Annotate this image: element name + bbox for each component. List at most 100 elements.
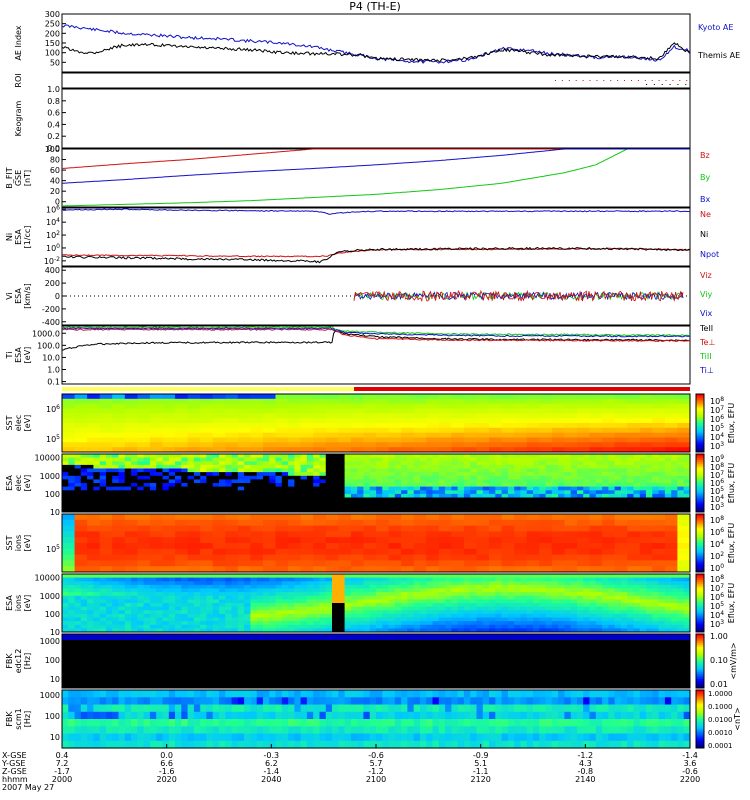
esa-e-heatmap-cell [558, 504, 565, 509]
sst-i-heatmap-cell [388, 548, 402, 556]
fbk-b-heatmap-cell [118, 690, 126, 698]
esa-i-heatmap-cell [87, 606, 94, 611]
esa-e-heatmap-cell [294, 479, 302, 484]
sst-e-heatmap-cell [288, 442, 302, 448]
esa-e-heatmap-cell [445, 479, 452, 484]
esa-i-heatmap-cell [526, 595, 534, 600]
sst-e-heatmap-cell [577, 418, 591, 424]
fbk-b-heatmap-cell [187, 726, 195, 735]
esa-e-heatmap-cell [162, 501, 170, 506]
sst-e-heatmap-cell [187, 437, 201, 443]
esa-e-heatmap-cell [583, 461, 590, 466]
sst-i-heatmap-cell [124, 548, 138, 556]
fbk-b-heatmap-cell [112, 704, 119, 713]
esa-e-heatmap-cell [570, 479, 578, 484]
esa-i-heatmap-cell [357, 628, 364, 633]
esa-i-heatmap-cell [344, 628, 352, 633]
esa-e-heatmap-cell [564, 493, 572, 498]
esa-i-heatmap-cell [463, 584, 471, 589]
esa-i-heatmap-cell [470, 584, 477, 589]
fbk-b-heatmap-cell [187, 690, 195, 698]
fbk-b-heatmap-cell [80, 697, 88, 706]
esa-e-heatmap-cell [80, 457, 88, 462]
sst-e-heatmap-cell [401, 437, 415, 443]
esa-e-heatmap-cell [633, 457, 641, 462]
esa-e-heatmap-cell [413, 475, 421, 480]
esa-i-heatmap-cell [369, 628, 377, 633]
esa-i-heatmap-cell [551, 621, 559, 626]
sst-e-heatmap-cell [639, 447, 653, 453]
esa-i-heatmap-cell [338, 624, 346, 629]
esa-e-heatmap-cell [432, 461, 440, 466]
esa-e-heatmap-cell [99, 501, 107, 506]
esa-i-heatmap-cell [181, 621, 189, 626]
sst-i-heatmap-cell [526, 554, 540, 561]
esa-i-heatmap-cell [507, 610, 515, 615]
sst-e-heatmap-cell [87, 398, 101, 405]
esa-e-heatmap-cell [671, 468, 678, 473]
esa-e-heatmap-cell [677, 468, 685, 473]
sst-i-heatmap-cell [275, 566, 289, 573]
esa-i-heatmap-cell [118, 617, 126, 622]
esa-e-heatmap-cell [319, 490, 327, 495]
fbk-b-heatmap-cell [244, 711, 251, 720]
sst-e-heatmap-cell [87, 418, 101, 424]
esa-e-heatmap-cell [583, 497, 590, 502]
esa-i-heatmap-cell [589, 584, 597, 589]
esa-e-heatmap-cell [401, 483, 408, 488]
esa-e-heatmap-cell [263, 457, 270, 462]
sst-e-heatmap-cell [526, 423, 540, 429]
fbk-b-heatmap-cell [68, 733, 76, 742]
esa-i-heatmap-cell [501, 599, 509, 604]
esa-e-heatmap-cell [463, 493, 471, 498]
fbk-b-heatmap-cell [206, 704, 214, 713]
sst-e-heatmap-cell [476, 442, 490, 448]
esa-e-heatmap-cell [514, 504, 521, 509]
esa-i-heatmap-cell [620, 599, 628, 604]
esa-e-heatmap-cell [501, 464, 509, 469]
esa-e-heatmap-cell [627, 508, 634, 513]
esa-e-heatmap-cell [482, 490, 490, 495]
sst-e-heatmap-cell [526, 403, 540, 409]
esa-i-heatmap-cell [137, 624, 145, 629]
esa-i-heatmap-cell [533, 588, 540, 593]
esa-e-heatmap-cell [269, 497, 276, 502]
sst-i-heatmap-cell [376, 519, 390, 527]
esa-i-heatmap-cell [507, 628, 515, 633]
esa-i-heatmap-cell [407, 592, 415, 597]
esa-i-heatmap-cell [332, 628, 339, 633]
sst-i-heatmap-cell [62, 560, 76, 567]
esa-e-heatmap-cell [313, 457, 320, 462]
esa-i-heatmap-cell [162, 606, 170, 611]
fbk-b-heatmap-cell [131, 719, 138, 727]
sst-e-heatmap-cell [577, 447, 591, 453]
esa-e-heatmap-cell [620, 454, 628, 459]
sst-e-heatmap-cell [300, 423, 314, 429]
esa-e-heatmap-cell [620, 464, 628, 469]
sst-e-heatmap-cell [288, 418, 302, 424]
esa-i-heatmap-cell [620, 577, 628, 582]
esa-e-heatmap-cell [445, 486, 452, 491]
esa-e-heatmap-cell [420, 479, 427, 484]
esa-i-heatmap-cell [683, 603, 691, 608]
esa-i-heatmap-cell [319, 621, 327, 626]
sst-e-heatmap-cell [313, 427, 327, 434]
esa-e-heatmap-cell [671, 464, 678, 469]
esa-e-heatmap-cell [306, 461, 314, 466]
esa-i-heatmap-cell [131, 592, 138, 597]
sst-i-heatmap-cell [639, 548, 653, 556]
esa-i-heatmap-cell [281, 613, 289, 618]
esa-e-heatmap-cell [426, 479, 433, 484]
esa-e-heatmap-cell [250, 490, 258, 495]
esa-i-heatmap-cell [514, 595, 521, 600]
fbk-b-heatmap-cell [175, 704, 182, 713]
sst-e-heatmap-cell [112, 394, 126, 400]
fbk-b-heatmap-cell [193, 740, 201, 749]
esa-e-heatmap-cell [281, 501, 289, 506]
esa-e-heatmap-cell [225, 483, 233, 488]
sst-e-heatmap-cell [664, 432, 678, 438]
esa-i-heatmap-cell [149, 610, 157, 615]
esa-e-heatmap-cell [344, 479, 352, 484]
esa-i-heatmap-cell [401, 610, 408, 615]
esa-e-heatmap-cell [193, 479, 201, 484]
